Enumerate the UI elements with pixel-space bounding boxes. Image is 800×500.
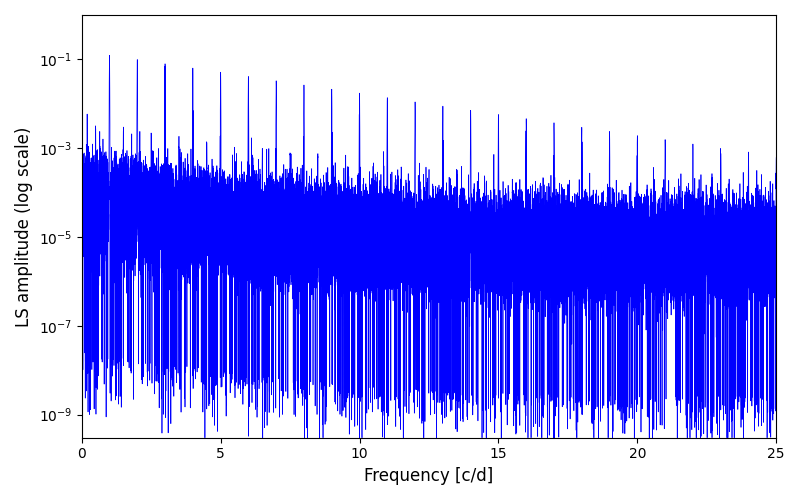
Y-axis label: LS amplitude (log scale): LS amplitude (log scale): [15, 126, 33, 326]
X-axis label: Frequency [c/d]: Frequency [c/d]: [364, 467, 494, 485]
